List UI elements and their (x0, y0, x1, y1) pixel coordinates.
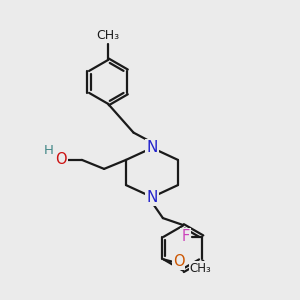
Text: F: F (181, 229, 190, 244)
Text: N: N (146, 140, 158, 155)
Text: O: O (173, 254, 184, 269)
Text: CH₃: CH₃ (190, 262, 211, 275)
Text: H: H (44, 144, 53, 157)
Text: O: O (55, 152, 67, 167)
Text: N: N (146, 190, 158, 205)
Text: CH₃: CH₃ (96, 28, 120, 42)
